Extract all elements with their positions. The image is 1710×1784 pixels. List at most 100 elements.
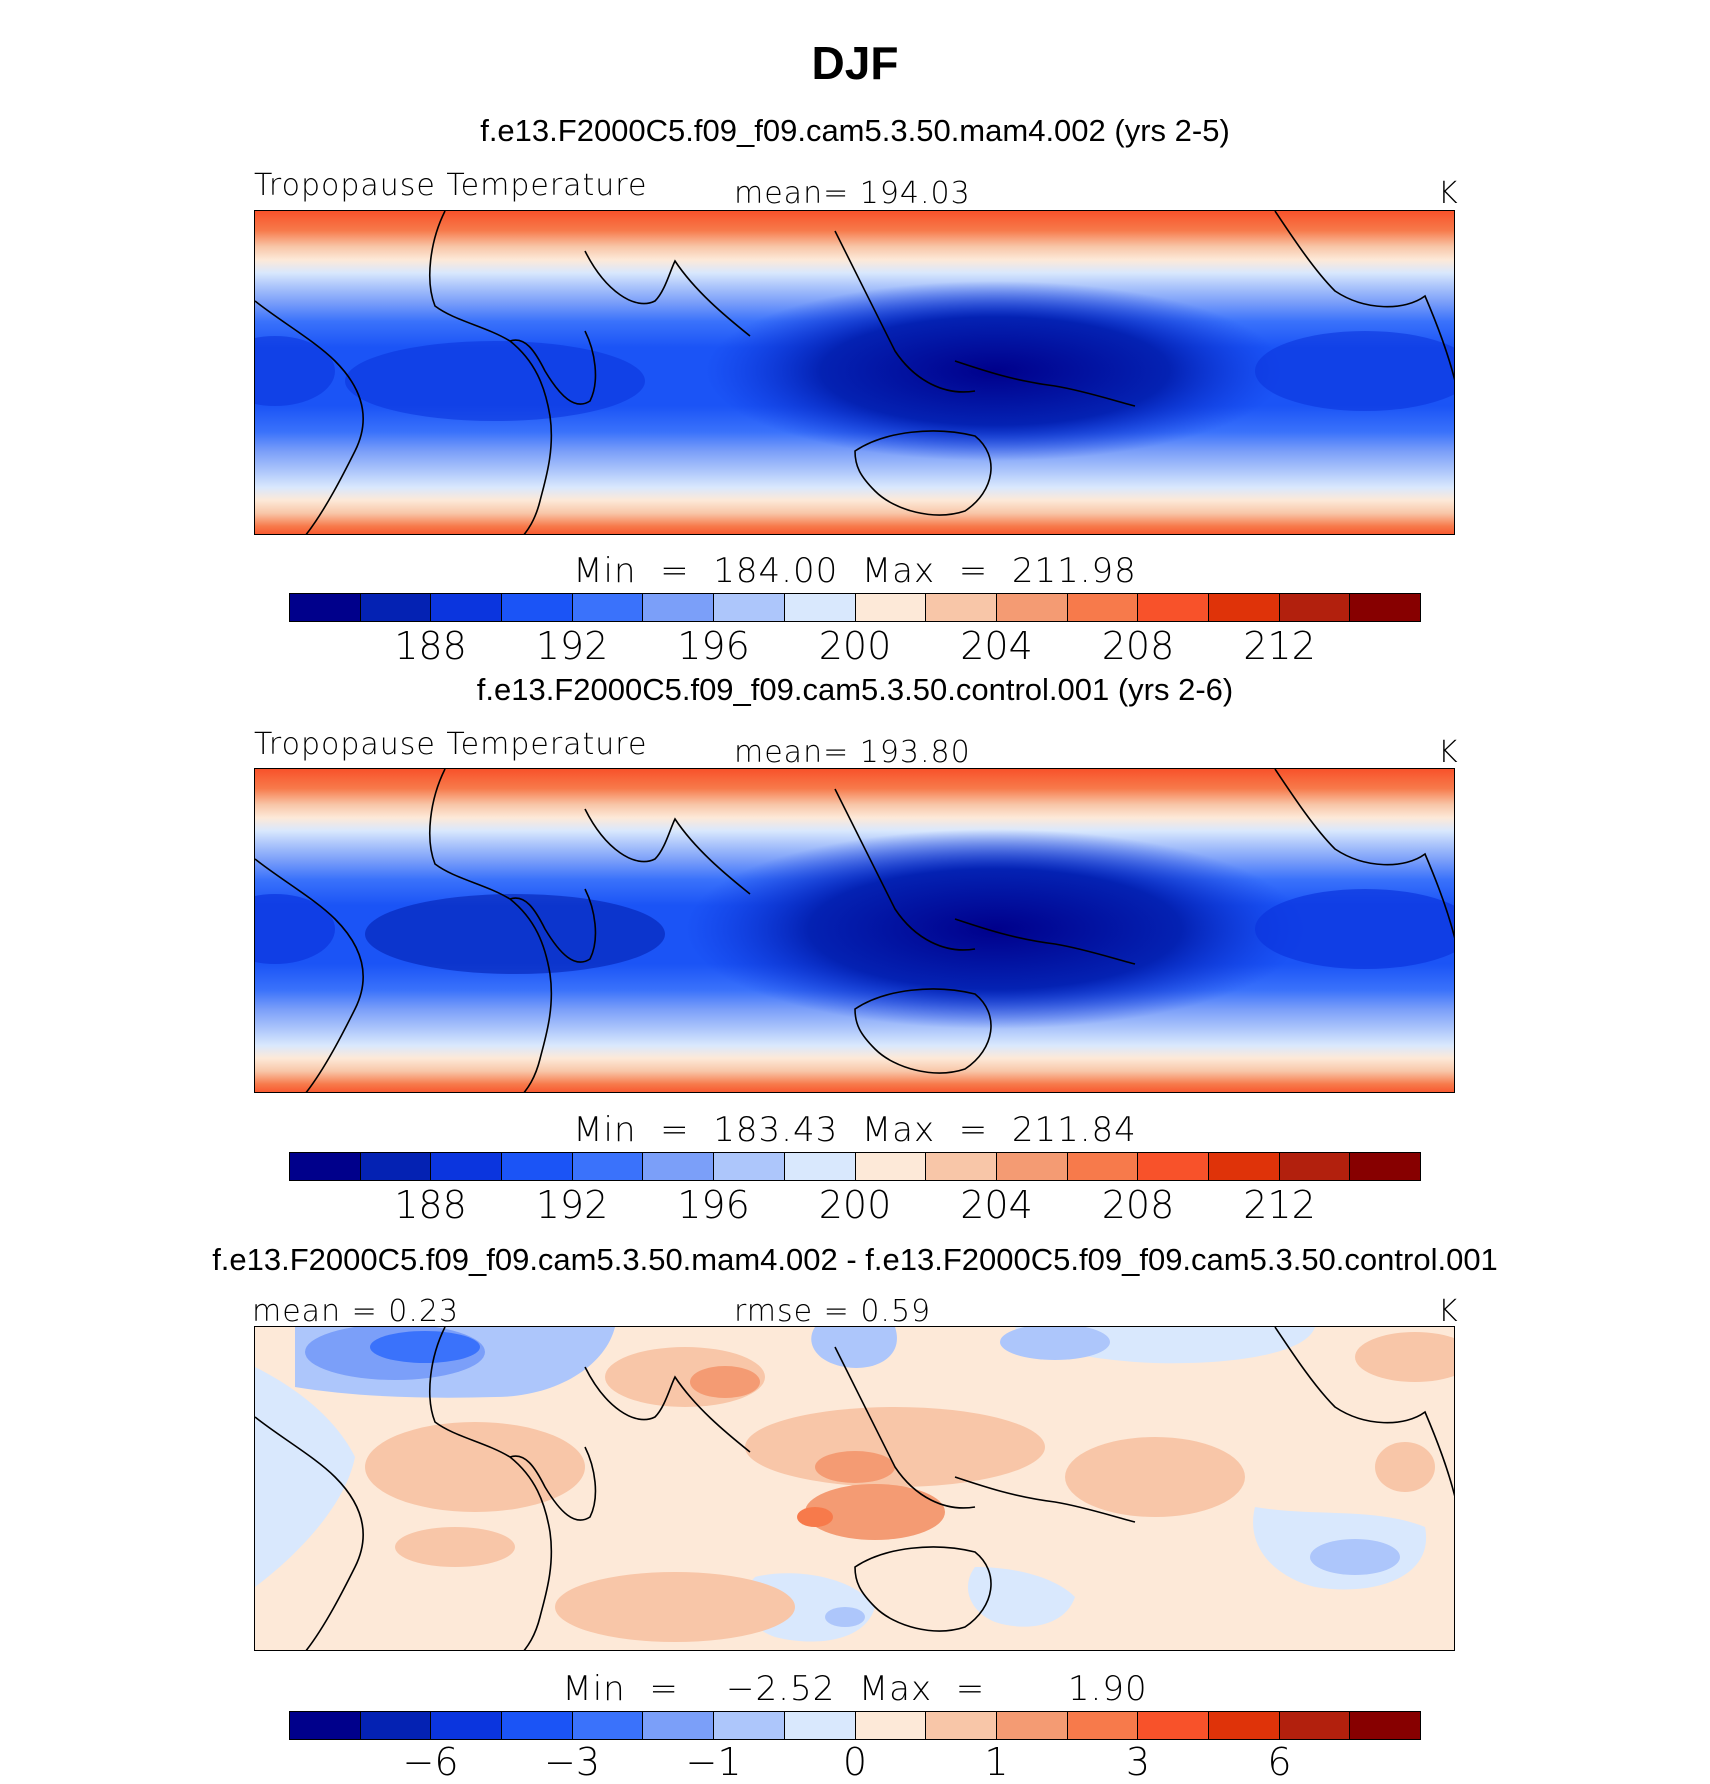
panel3-positive-regions: [365, 1332, 1454, 1642]
panel2-coastlines: [255, 769, 1454, 1092]
panel1-colorbar-swatch: [926, 594, 997, 621]
panel3-colorbar-tick-label: −3: [543, 1740, 601, 1784]
panel2-variable-label: Tropopause Temperature: [254, 727, 648, 762]
panel1-colorbar-swatch: [1067, 594, 1139, 621]
panel2-colorbar-swatch: [1208, 1153, 1280, 1180]
panel2-colorbar-tick-label: 200: [818, 1183, 892, 1227]
panel2-colorbar-ticks: 188 192 196 200 204 208 212: [289, 1183, 1421, 1227]
panel2-colorbar-swatch: [926, 1153, 997, 1180]
panel2-colorbar-swatch: [431, 1153, 503, 1180]
panel3-colorbar-tick-label: −6: [402, 1740, 459, 1784]
panel1-africa-low: [345, 341, 645, 421]
panel2-colorbar-swatch: [572, 1153, 644, 1180]
panel2-case-title: f.e13.F2000C5.f09_f09.cam5.3.50.control.…: [476, 672, 1234, 707]
panel2-colorbar-tick-label: 192: [535, 1183, 609, 1227]
panel3-map: [254, 1326, 1455, 1651]
panel3-colorbar-tick-label: 3: [1125, 1740, 1151, 1784]
panel1-colorbar-swatch: [572, 594, 644, 621]
panel2-colorbar-swatch: [502, 1153, 573, 1180]
panel3-colorbar-swatch: [1067, 1712, 1139, 1739]
panel3-colorbar-swatch: [996, 1712, 1068, 1739]
panel3-rmse-label: rmse = 0.59: [734, 1294, 932, 1329]
panel3-colorbar-swatch: [643, 1712, 715, 1739]
panel1-colorbar: [289, 593, 1421, 622]
panel2-east-low: [255, 894, 335, 964]
panel3-colorbar-swatch: [714, 1712, 785, 1739]
panel1-colorbar-swatch: [784, 594, 856, 621]
panel1-warmpool-min: [705, 281, 1285, 461]
panel3-colorbar-tick-label: 6: [1267, 1740, 1292, 1784]
panel3-colorbar: [289, 1711, 1421, 1740]
panel2-colorbar-swatch: [714, 1153, 785, 1180]
panel3-colorbar-swatch: [1138, 1712, 1209, 1739]
panel1-colorbar-tick-label: 204: [960, 624, 1033, 668]
panel3-colorbar-tick-label: 0: [842, 1740, 868, 1784]
panel2-colorbar-swatch: [360, 1153, 432, 1180]
panel1-units: K: [1438, 176, 1459, 211]
panel2-colorbar-swatch: [1067, 1153, 1139, 1180]
panel1-minmax: Min = 184.00 Max = 211.98: [573, 551, 1137, 591]
panel1-colorbar-tick-label: 188: [394, 624, 467, 668]
panel1-colorbar-swatch: [1350, 594, 1420, 621]
panel2-units: K: [1438, 735, 1459, 770]
panel1-colorbar-swatch: [431, 594, 503, 621]
panel3-units: K: [1438, 1294, 1459, 1329]
panel2-warmpool-min: [685, 829, 1305, 1029]
panel1-variable-label: Tropopause Temperature: [254, 168, 648, 203]
panel1-colorbar-swatch: [1279, 594, 1351, 621]
panel3-minmax: Min = −2.52 Max = 1.90: [562, 1669, 1148, 1709]
panel1-colorbar-tick-label: 212: [1243, 624, 1316, 668]
panel3-colorbar-swatch: [502, 1712, 573, 1739]
panel2-colorbar-swatch: [290, 1153, 361, 1180]
panel3-colorbar-swatch: [926, 1712, 997, 1739]
panel3-colorbar-tick-label: 1: [984, 1740, 1009, 1784]
panel1-colorbar-tick-label: 196: [677, 624, 750, 668]
panel2-map: [254, 768, 1455, 1093]
panel3-colorbar-swatch: [855, 1712, 927, 1739]
panel2-colorbar-tick-label: 208: [1101, 1183, 1175, 1227]
figure-title: DJF: [811, 37, 899, 89]
panel2-west-low: [1255, 889, 1454, 969]
panel2-colorbar-swatch: [1350, 1153, 1420, 1180]
panel2-colorbar-tick-label: 196: [677, 1183, 750, 1227]
panel3-mean-label: mean = 0.23: [252, 1294, 460, 1329]
panel2-colorbar-swatch: [643, 1153, 715, 1180]
panel1-case-title: f.e13.F2000C5.f09_f09.cam5.3.50.mam4.002…: [480, 113, 1230, 148]
panel3-colorbar-ticks: −6 −3 −1 0 1 3 6: [289, 1740, 1421, 1784]
panel2-colorbar-swatch: [996, 1153, 1068, 1180]
panel2-colorbar-tick-label: 188: [394, 1183, 467, 1227]
panel2-colorbar-tick-label: 204: [960, 1183, 1033, 1227]
panel1-colorbar-swatch: [502, 594, 573, 621]
panel3-colorbar-tick-label: −1: [685, 1740, 742, 1784]
panel2-africa-low: [365, 894, 665, 974]
panel1-map: [254, 210, 1455, 535]
panel2-minmax: Min = 183.43 Max = 211.84: [573, 1110, 1137, 1150]
panel1-colorbar-swatch: [996, 594, 1068, 621]
panel1-colorbar-swatch: [1138, 594, 1209, 621]
panel2-colorbar: [289, 1152, 1421, 1181]
panel1-colorbar-swatch: [714, 594, 785, 621]
panel1-colorbar-swatch: [1208, 594, 1280, 621]
panel1-colorbar-tick-label: 200: [818, 624, 892, 668]
panel2-colorbar-tick-label: 212: [1243, 1183, 1316, 1227]
panel1-mean-label: mean= 194.03: [734, 176, 971, 211]
panel2-colorbar-swatch: [1279, 1153, 1351, 1180]
panel3-colorbar-swatch: [290, 1712, 361, 1739]
panel3-coastlines: [255, 1327, 1454, 1650]
panel2-mean-label: mean= 193.80: [734, 735, 971, 770]
panel3-colorbar-swatch: [1279, 1712, 1351, 1739]
panel1-colorbar-swatch: [643, 594, 715, 621]
panel1-colorbar-tick-label: 192: [535, 624, 609, 668]
panel3-colorbar-swatch: [1350, 1712, 1420, 1739]
panel1-colorbar-swatch: [290, 594, 361, 621]
panel1-colorbar-tick-label: 208: [1101, 624, 1175, 668]
panel1-coastlines: [255, 211, 1454, 534]
panel1-colorbar-swatch: [855, 594, 927, 621]
panel1-west-low: [1255, 331, 1454, 411]
panel3-colorbar-swatch: [572, 1712, 644, 1739]
panel3-colorbar-swatch: [784, 1712, 856, 1739]
panel3-colorbar-swatch: [1208, 1712, 1280, 1739]
panel1-colorbar-ticks: 188 192 196 200 204 208 212: [289, 624, 1421, 668]
panel3-case-title: f.e13.F2000C5.f09_f09.cam5.3.50.mam4.002…: [212, 1242, 1498, 1277]
panel1-colorbar-swatch: [360, 594, 432, 621]
